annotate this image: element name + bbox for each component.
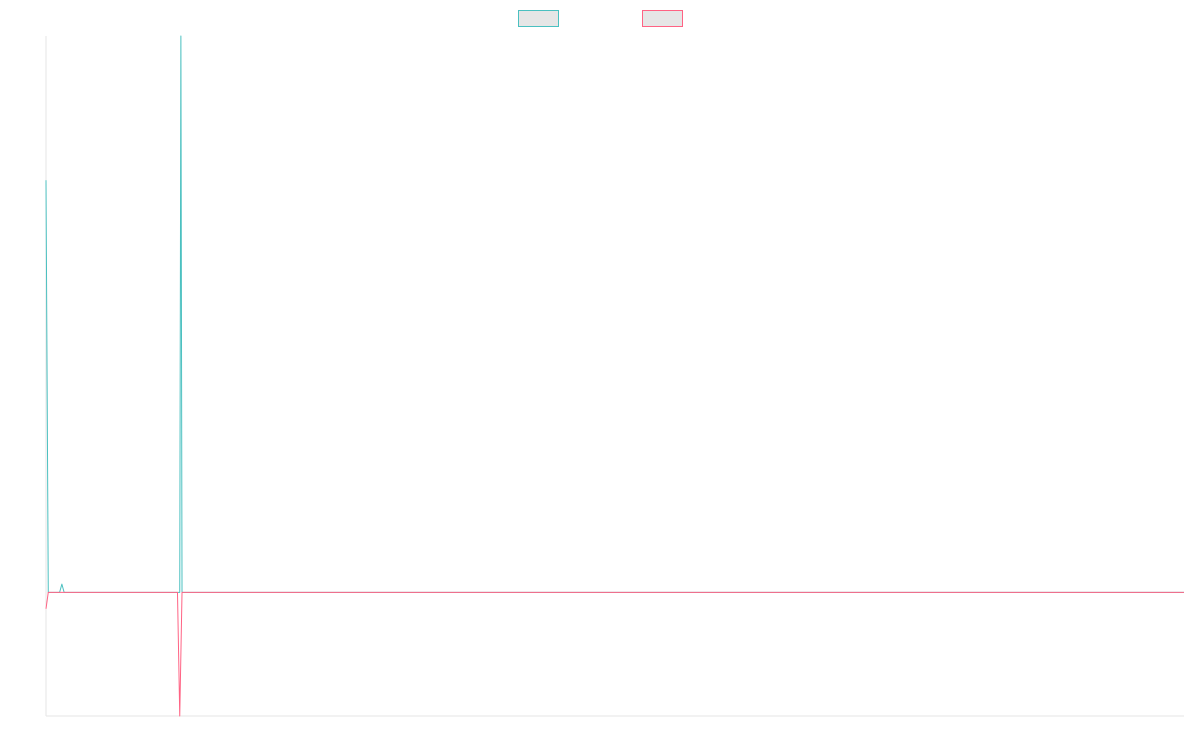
series-line-2 — [45, 591, 1184, 717]
series-line-1 — [45, 35, 1184, 593]
chart-legend — [518, 10, 683, 27]
legend-swatch-1 — [518, 10, 559, 27]
chart-axes — [45, 36, 1184, 717]
legend-item-1[interactable] — [518, 10, 559, 27]
legend-item-2[interactable] — [642, 10, 683, 27]
series-layer — [45, 35, 1184, 717]
legend-swatch-2 — [642, 10, 683, 27]
